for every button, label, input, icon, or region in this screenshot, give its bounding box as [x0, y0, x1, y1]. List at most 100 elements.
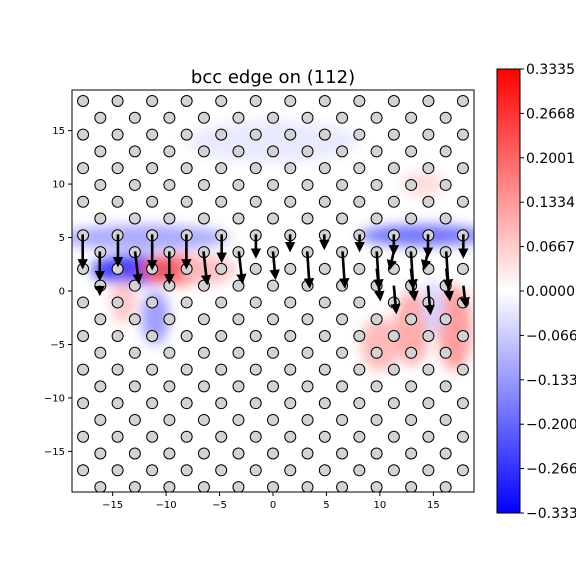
- atom-point: [250, 498, 261, 509]
- atom-point: [232, 313, 245, 326]
- atom-point: [249, 162, 262, 175]
- atom-point: [128, 212, 141, 225]
- atom-point: [388, 62, 399, 73]
- displacement-arrow: [408, 268, 419, 302]
- atom-point: [128, 145, 141, 158]
- atom-point: [318, 397, 331, 410]
- atom-point: [422, 128, 435, 141]
- atom-point: [215, 430, 228, 443]
- atom-point: [163, 279, 176, 292]
- colorbar-tick-label: 0.2001: [526, 151, 575, 167]
- atom-point: [60, 112, 71, 123]
- x-tick-label: −10: [156, 500, 177, 511]
- atom-point: [94, 380, 107, 393]
- atom-point: [284, 330, 297, 343]
- atom-point: [111, 195, 124, 208]
- y-tick-label: 5: [59, 233, 65, 244]
- atom-point: [439, 178, 452, 191]
- atom-point: [456, 430, 469, 443]
- displacement-arrow: [236, 251, 247, 285]
- atom-point: [111, 296, 124, 309]
- atom-point: [284, 195, 297, 208]
- atom-point: [267, 111, 279, 124]
- atom-point: [284, 363, 297, 376]
- atom-point: [370, 346, 383, 359]
- atom-point: [285, 498, 296, 509]
- colorbar-gradient: [496, 68, 521, 514]
- atom-point: [128, 413, 141, 426]
- atom-point: [336, 380, 349, 393]
- atom-point: [370, 212, 383, 225]
- atom-point: [370, 380, 383, 393]
- atom-point: [94, 447, 107, 460]
- atom-point: [301, 145, 314, 158]
- atom-point: [336, 413, 349, 426]
- atom-point: [77, 262, 90, 275]
- displacement-arrow: [386, 251, 397, 271]
- atom-point: [387, 363, 400, 376]
- atom-point: [111, 262, 124, 275]
- atom-point: [475, 79, 486, 90]
- atom-point: [422, 430, 435, 443]
- atom-point: [60, 381, 71, 392]
- atom-point: [197, 380, 210, 393]
- atom-point: [439, 413, 452, 426]
- colorbar-tick-label: 0.3335: [526, 62, 575, 78]
- atom-point: [475, 179, 486, 190]
- atom-point: [475, 347, 486, 358]
- atom-point: [284, 296, 297, 309]
- atom-point: [318, 162, 331, 175]
- atom-point: [267, 380, 279, 393]
- atom-point: [387, 128, 400, 141]
- atom-point: [180, 464, 193, 477]
- atom-point: [60, 247, 71, 258]
- atom-point: [180, 363, 193, 376]
- atom-point: [60, 314, 71, 325]
- y-tick-label: 10: [52, 180, 65, 191]
- atom-point: [112, 62, 123, 73]
- atom-point: [249, 296, 262, 309]
- atom-point: [336, 481, 349, 492]
- atom-point: [374, 90, 379, 91]
- atom-point: [336, 212, 349, 225]
- atom-point: [422, 464, 435, 477]
- atom-point: [456, 128, 469, 141]
- atom-point: [77, 95, 90, 108]
- atom-point: [370, 447, 383, 460]
- atom-point: [94, 313, 107, 326]
- atom-point: [456, 162, 469, 175]
- atom-point: [77, 430, 90, 443]
- displacement-arrow: [390, 285, 401, 315]
- colorbar-tick-label: −0.3335: [526, 506, 576, 522]
- atom-point: [422, 95, 435, 108]
- atom-point: [405, 111, 418, 124]
- atom-point: [111, 128, 124, 141]
- atom-point: [318, 128, 331, 141]
- atom-point: [180, 195, 193, 208]
- atom-point: [301, 447, 314, 460]
- atom-point: [456, 95, 469, 108]
- atom-point: [215, 262, 228, 275]
- atom-point: [267, 413, 279, 426]
- atom-point: [336, 178, 349, 191]
- atom-point: [197, 313, 210, 326]
- atom-point: [249, 464, 262, 477]
- atom-point: [353, 262, 366, 275]
- atom-point: [318, 363, 331, 376]
- atom-point: [439, 212, 452, 225]
- atom-point: [301, 279, 314, 292]
- atom-point: [78, 498, 89, 509]
- atom-point: [405, 145, 418, 158]
- atom-point: [353, 397, 366, 410]
- colorbar: 0.3335 0.2668 0.2001 0.1334 0.0667 0.0000 −0.0…: [496, 62, 576, 522]
- atom-point: [475, 414, 486, 425]
- atom-point: [439, 111, 452, 124]
- atom-point: [146, 330, 159, 343]
- atom-point: [370, 279, 383, 292]
- colorbar-tick-label: 0.1334: [526, 195, 575, 211]
- atom-point: [77, 162, 90, 175]
- atom-point: [456, 330, 469, 343]
- atom-point: [422, 195, 435, 208]
- atom-point: [146, 363, 159, 376]
- atom-point: [128, 447, 141, 460]
